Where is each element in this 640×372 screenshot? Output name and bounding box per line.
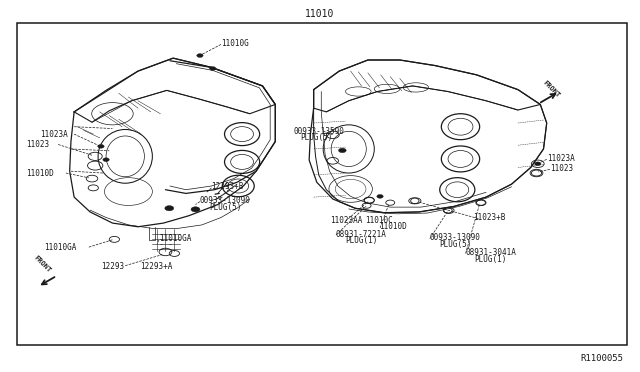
Text: 12293+A: 12293+A bbox=[140, 262, 172, 271]
Text: 11010D: 11010D bbox=[379, 222, 406, 231]
Circle shape bbox=[191, 207, 200, 212]
Text: 11010D: 11010D bbox=[26, 169, 54, 177]
Circle shape bbox=[103, 158, 109, 161]
Text: FRONT: FRONT bbox=[33, 255, 52, 274]
Text: PLUG(5): PLUG(5) bbox=[209, 203, 241, 212]
Circle shape bbox=[534, 162, 541, 166]
Circle shape bbox=[339, 148, 346, 153]
Text: 11010: 11010 bbox=[305, 9, 335, 19]
Text: 11023: 11023 bbox=[550, 164, 573, 173]
Text: PLUG(1): PLUG(1) bbox=[345, 236, 378, 246]
Text: 11023: 11023 bbox=[26, 140, 49, 149]
Text: 12293: 12293 bbox=[102, 262, 125, 271]
Text: 00933-13590: 00933-13590 bbox=[293, 126, 344, 136]
Text: FRONT: FRONT bbox=[541, 80, 561, 99]
Text: 12293+B: 12293+B bbox=[211, 182, 244, 191]
Bar bbox=[17, 23, 627, 345]
Text: 11023A: 11023A bbox=[547, 154, 575, 163]
Circle shape bbox=[98, 144, 104, 148]
Text: 08931-3041A: 08931-3041A bbox=[466, 248, 516, 257]
Text: 11010G: 11010G bbox=[221, 39, 249, 48]
Text: 00933-13090: 00933-13090 bbox=[200, 196, 251, 205]
Text: 11010GA: 11010GA bbox=[44, 243, 77, 251]
Text: 11010C: 11010C bbox=[365, 216, 392, 225]
Text: 11023A: 11023A bbox=[40, 129, 68, 139]
Circle shape bbox=[165, 206, 173, 211]
Circle shape bbox=[377, 195, 383, 198]
Text: 08931-7221A: 08931-7221A bbox=[336, 230, 387, 239]
Circle shape bbox=[209, 67, 216, 70]
Text: PLUG(5): PLUG(5) bbox=[439, 240, 471, 249]
Text: 11010GA: 11010GA bbox=[159, 234, 191, 243]
Text: PLUG(5): PLUG(5) bbox=[300, 133, 333, 142]
Circle shape bbox=[196, 54, 203, 57]
Text: R1100055: R1100055 bbox=[580, 354, 623, 363]
Text: 11023AA: 11023AA bbox=[330, 216, 363, 225]
Text: PLUG(1): PLUG(1) bbox=[474, 255, 507, 264]
Text: 11023+B: 11023+B bbox=[473, 213, 506, 222]
Text: 00933-13090: 00933-13090 bbox=[430, 233, 481, 243]
